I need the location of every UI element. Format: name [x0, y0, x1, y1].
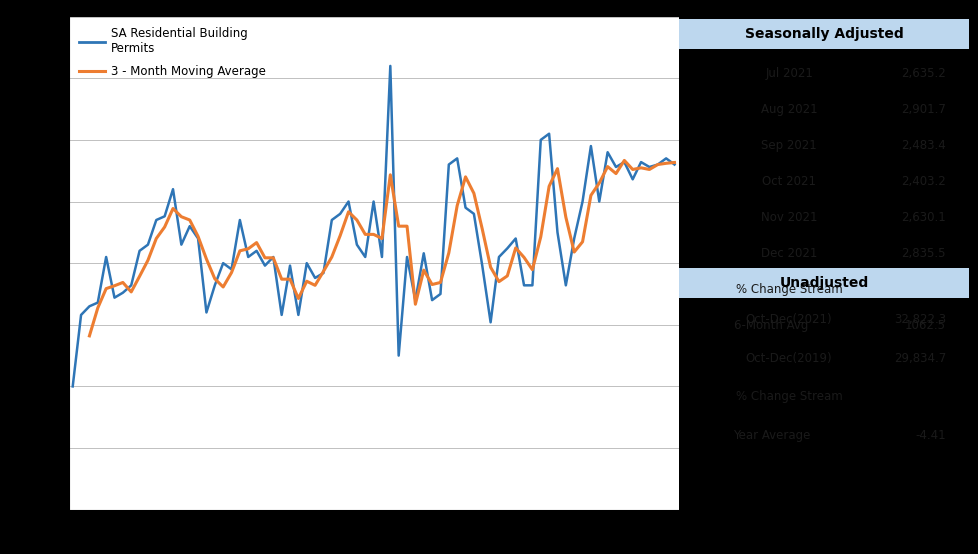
Text: Year Average: Year Average — [733, 429, 810, 442]
Text: Nov 2021: Nov 2021 — [760, 211, 817, 224]
Text: Oct-Dec(2019): Oct-Dec(2019) — [745, 352, 831, 365]
Text: Aug 2021: Aug 2021 — [760, 103, 817, 116]
Text: 29,834.7: 29,834.7 — [893, 352, 945, 365]
Text: Jul 2021: Jul 2021 — [765, 67, 812, 80]
Text: Unadjusted: Unadjusted — [778, 276, 867, 290]
Title: Residential Building Permits: Residential Building Permits — [206, 0, 541, 12]
Text: 6-Month Avg: 6-Month Avg — [734, 319, 808, 332]
Text: 2,483.4: 2,483.4 — [901, 139, 945, 152]
Text: -4.41: -4.41 — [914, 429, 945, 442]
Bar — [678, 19, 968, 49]
Legend: SA Residential Building
Permits, 3 - Month Moving Average: SA Residential Building Permits, 3 - Mon… — [74, 23, 270, 83]
Text: Seasonally Adjusted: Seasonally Adjusted — [744, 27, 903, 41]
Text: Oct-Dec(2021): Oct-Dec(2021) — [745, 314, 831, 326]
Text: % Change Stream: % Change Stream — [734, 283, 842, 296]
Text: % Change Stream: % Change Stream — [734, 390, 842, 403]
Text: 1062.5: 1062.5 — [904, 319, 945, 332]
Text: 2,403.2: 2,403.2 — [901, 175, 945, 188]
Text: Dec 2021: Dec 2021 — [760, 247, 817, 260]
Text: 2,635.2: 2,635.2 — [901, 67, 945, 80]
Bar — [678, 268, 968, 297]
Text: 2,901.7: 2,901.7 — [900, 103, 945, 116]
Text: 2,630.1: 2,630.1 — [901, 211, 945, 224]
Text: Sep 2021: Sep 2021 — [761, 139, 816, 152]
Text: 32,822.3: 32,822.3 — [893, 314, 945, 326]
Text: Oct 2021: Oct 2021 — [761, 175, 816, 188]
Text: 2,835.5: 2,835.5 — [901, 247, 945, 260]
